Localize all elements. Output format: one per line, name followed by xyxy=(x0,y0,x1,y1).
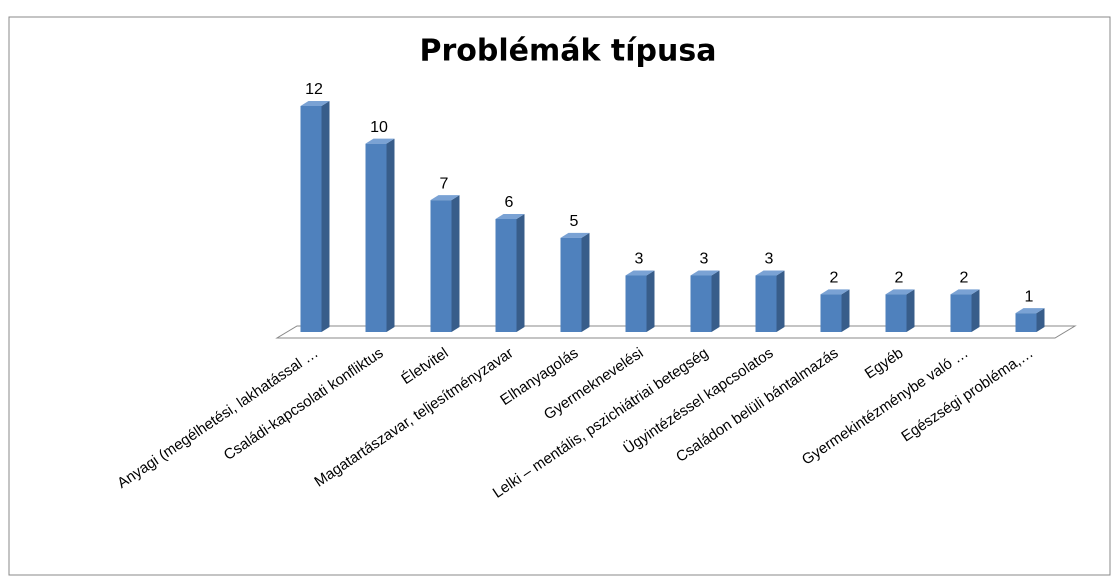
bar xyxy=(755,270,785,332)
bar-front xyxy=(625,275,647,332)
bar-side xyxy=(906,289,915,332)
bar xyxy=(690,270,720,332)
value-label: 6 xyxy=(505,194,514,211)
value-label: 2 xyxy=(895,270,904,287)
bar-top xyxy=(1015,308,1045,314)
chart-title: Problémák típusa xyxy=(420,34,717,69)
bar xyxy=(820,289,850,332)
bar-front xyxy=(690,275,712,332)
bar-side xyxy=(776,270,785,332)
bar-front xyxy=(755,275,777,332)
bar-front xyxy=(430,200,452,332)
bar xyxy=(625,270,655,332)
bar-top xyxy=(755,270,785,276)
bar xyxy=(365,138,395,332)
chart-border xyxy=(8,16,1111,576)
value-label: 3 xyxy=(700,251,709,268)
bar xyxy=(560,232,590,332)
bar-front xyxy=(950,294,972,332)
bar-top xyxy=(625,270,655,276)
bar-top xyxy=(560,232,590,238)
bar-front xyxy=(1015,313,1037,332)
bar-side xyxy=(971,289,980,332)
bar-top xyxy=(430,195,460,201)
x-tick-label: Életvitel xyxy=(398,345,451,388)
value-label: 2 xyxy=(960,270,969,287)
value-label: 2 xyxy=(830,270,839,287)
bar-front xyxy=(365,143,387,332)
bar-side xyxy=(516,214,525,332)
bar-top xyxy=(885,289,915,295)
bar xyxy=(1015,308,1045,332)
bar-top xyxy=(495,214,525,219)
bar-front xyxy=(885,294,907,332)
value-label: 1 xyxy=(1025,288,1034,305)
value-label: 12 xyxy=(305,81,323,98)
bar-front xyxy=(495,219,517,332)
bar-front xyxy=(300,106,322,332)
bar xyxy=(950,289,980,332)
bar-top xyxy=(820,289,850,295)
bar-side xyxy=(841,289,850,332)
bar-side xyxy=(321,101,330,332)
bar-top xyxy=(365,138,395,144)
value-label: 5 xyxy=(570,213,579,230)
bar-side xyxy=(711,270,720,332)
bar xyxy=(495,214,525,332)
floor xyxy=(275,325,1077,339)
bar-front xyxy=(560,237,582,332)
bar xyxy=(430,195,460,332)
value-label: 3 xyxy=(765,251,774,268)
bar-side xyxy=(451,195,460,332)
bar-top xyxy=(300,101,330,106)
bar-top xyxy=(950,289,980,295)
bar-front xyxy=(820,294,842,332)
bar-side xyxy=(386,138,395,332)
bar-top xyxy=(690,270,720,276)
x-tick-label: Egyéb xyxy=(862,345,907,383)
bar xyxy=(300,101,330,332)
value-label: 10 xyxy=(370,119,388,136)
bar xyxy=(885,289,915,332)
value-label: 7 xyxy=(440,175,449,192)
value-label: 3 xyxy=(635,251,644,268)
bar-side xyxy=(581,232,590,332)
bar-side xyxy=(646,270,655,332)
bar-side xyxy=(1036,308,1045,332)
